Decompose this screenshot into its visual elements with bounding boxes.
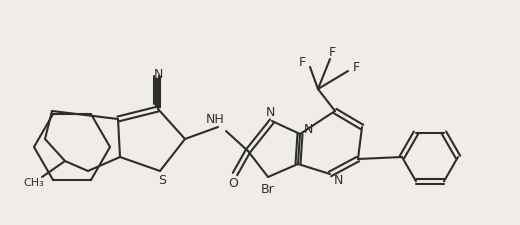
Text: S: S (158, 174, 166, 187)
Text: CH₃: CH₃ (23, 177, 44, 187)
Text: F: F (353, 61, 359, 74)
Text: O: O (228, 177, 238, 190)
Text: NH: NH (205, 113, 224, 126)
Text: N: N (265, 106, 275, 119)
Text: Br: Br (261, 183, 275, 196)
Text: F: F (329, 45, 335, 58)
Text: F: F (298, 55, 306, 68)
Text: N: N (333, 174, 343, 187)
Text: N: N (153, 68, 163, 81)
Text: N: N (303, 123, 313, 136)
